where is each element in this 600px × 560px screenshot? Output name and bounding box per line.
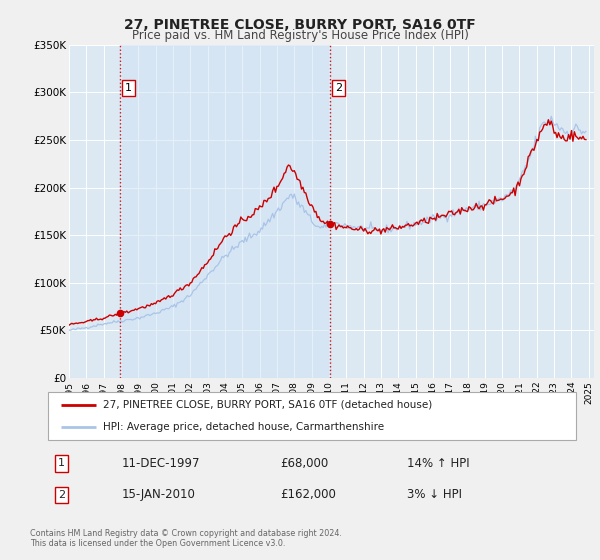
Text: Price paid vs. HM Land Registry's House Price Index (HPI): Price paid vs. HM Land Registry's House … [131,29,469,42]
Text: 15-JAN-2010: 15-JAN-2010 [122,488,196,501]
Bar [120,45,329,378]
Text: 27, PINETREE CLOSE, BURRY PORT, SA16 0TF (detached house): 27, PINETREE CLOSE, BURRY PORT, SA16 0TF… [103,400,433,410]
FancyBboxPatch shape [48,392,576,440]
Text: HPI: Average price, detached house, Carmarthenshire: HPI: Average price, detached house, Carm… [103,422,385,432]
Text: 27, PINETREE CLOSE, BURRY PORT, SA16 0TF: 27, PINETREE CLOSE, BURRY PORT, SA16 0TF [124,18,476,32]
Text: 2: 2 [58,490,65,500]
Text: 1: 1 [58,459,65,468]
Text: 14% ↑ HPI: 14% ↑ HPI [407,457,470,470]
Text: £162,000: £162,000 [280,488,336,501]
Text: Contains HM Land Registry data © Crown copyright and database right 2024.: Contains HM Land Registry data © Crown c… [30,530,342,539]
Text: 1: 1 [125,83,133,92]
Text: 3% ↓ HPI: 3% ↓ HPI [407,488,462,501]
Text: This data is licensed under the Open Government Licence v3.0.: This data is licensed under the Open Gov… [30,539,286,548]
Text: 11-DEC-1997: 11-DEC-1997 [122,457,200,470]
Text: 2: 2 [335,83,342,92]
Text: £68,000: £68,000 [280,457,329,470]
